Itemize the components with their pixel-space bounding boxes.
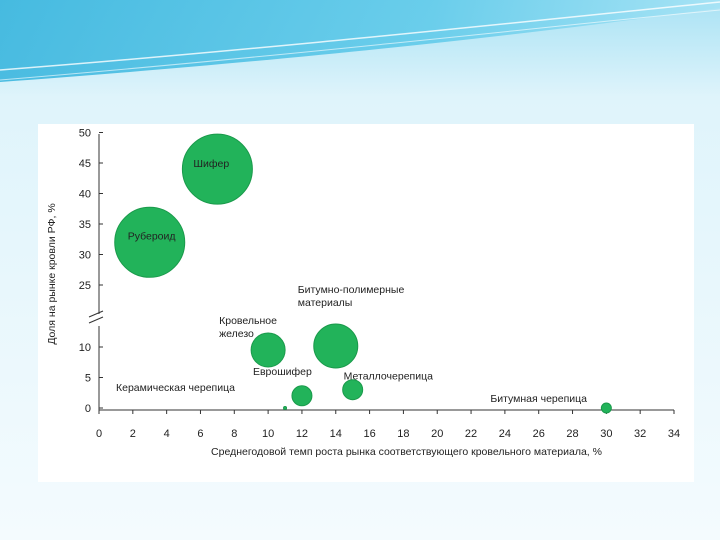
bubble-point — [291, 385, 313, 407]
x-tick-label: 24 — [499, 428, 511, 440]
x-tick-label: 10 — [262, 428, 274, 440]
header-wave-line — [0, 9, 720, 81]
x-tick-label: 20 — [431, 428, 443, 440]
bubble-label-text: железо — [219, 328, 254, 340]
x-tick-label: 14 — [330, 428, 342, 440]
y-tick-label: 50 — [79, 128, 91, 140]
x-tick-label: 22 — [465, 428, 477, 440]
bubble-labels: Шифер Рубероид Битумно-полимерныематериалы… — [116, 158, 587, 405]
bubble-label-text: Шифер — [193, 158, 229, 170]
x-tick-label: 0 — [96, 428, 102, 440]
y-axis-break-mark — [88, 316, 104, 324]
x-tick-label: 18 — [397, 428, 409, 440]
bubble-point — [283, 406, 288, 410]
x-tick-label: 30 — [600, 428, 612, 440]
x-tick-label: 32 — [634, 428, 646, 440]
y-tick-label: 45 — [79, 158, 91, 170]
y-tick-label: 0 — [85, 403, 91, 415]
bubble-point — [600, 402, 612, 414]
y-tick-label: 5 — [85, 373, 91, 385]
y-tick-label: 10 — [79, 342, 91, 354]
y-axis-title: Доля на рынке кровли РФ, % — [46, 203, 58, 344]
bubble-label-text: Еврошифер — [253, 366, 312, 378]
x-tick-label: 26 — [533, 428, 545, 440]
x-tick-label: 12 — [296, 428, 308, 440]
x-tick-label: 8 — [231, 428, 237, 440]
x-tick-label: 34 — [668, 428, 680, 440]
header-wave-line — [0, 1, 720, 71]
y-tick-label: 40 — [79, 189, 91, 201]
bubble-label-text: Керамическая черепица — [116, 382, 235, 394]
bubble-point — [342, 379, 364, 401]
x-tick-label: 16 — [363, 428, 375, 440]
bubble-point — [313, 323, 359, 369]
y-tick-label: 25 — [79, 280, 91, 292]
y-tick-label: 30 — [79, 250, 91, 262]
x-tick-label: 6 — [197, 428, 203, 440]
x-axis-title: Среднегодовой темп роста рынка соответст… — [211, 446, 602, 458]
bubble-point — [181, 133, 253, 205]
bubble-label-text: Битумная черепица — [490, 393, 587, 405]
x-tick-label: 28 — [566, 428, 578, 440]
bubble-label-text: Битумно-полимерные — [298, 284, 405, 296]
bubble-label-text: Кровельное — [219, 315, 277, 327]
y-tick-label: 35 — [79, 219, 91, 231]
x-tick-label: 2 — [130, 428, 136, 440]
bubble-point — [250, 332, 286, 368]
bubble-label-text: материалы — [298, 297, 353, 309]
bubble-label-text: Рубероид — [128, 230, 176, 242]
y-axis-break-mark — [88, 310, 104, 318]
bubble-label-text: Металлочерепица — [344, 371, 433, 383]
bubble-point — [114, 206, 186, 278]
chart-panel: 0 5 10 25 30 35 40 45 50 0 2 4 6 8 10 12 14 16 18 20 22 24 26 2… — [38, 124, 694, 482]
bubbles — [114, 133, 612, 414]
x-tick-label: 4 — [164, 428, 170, 440]
